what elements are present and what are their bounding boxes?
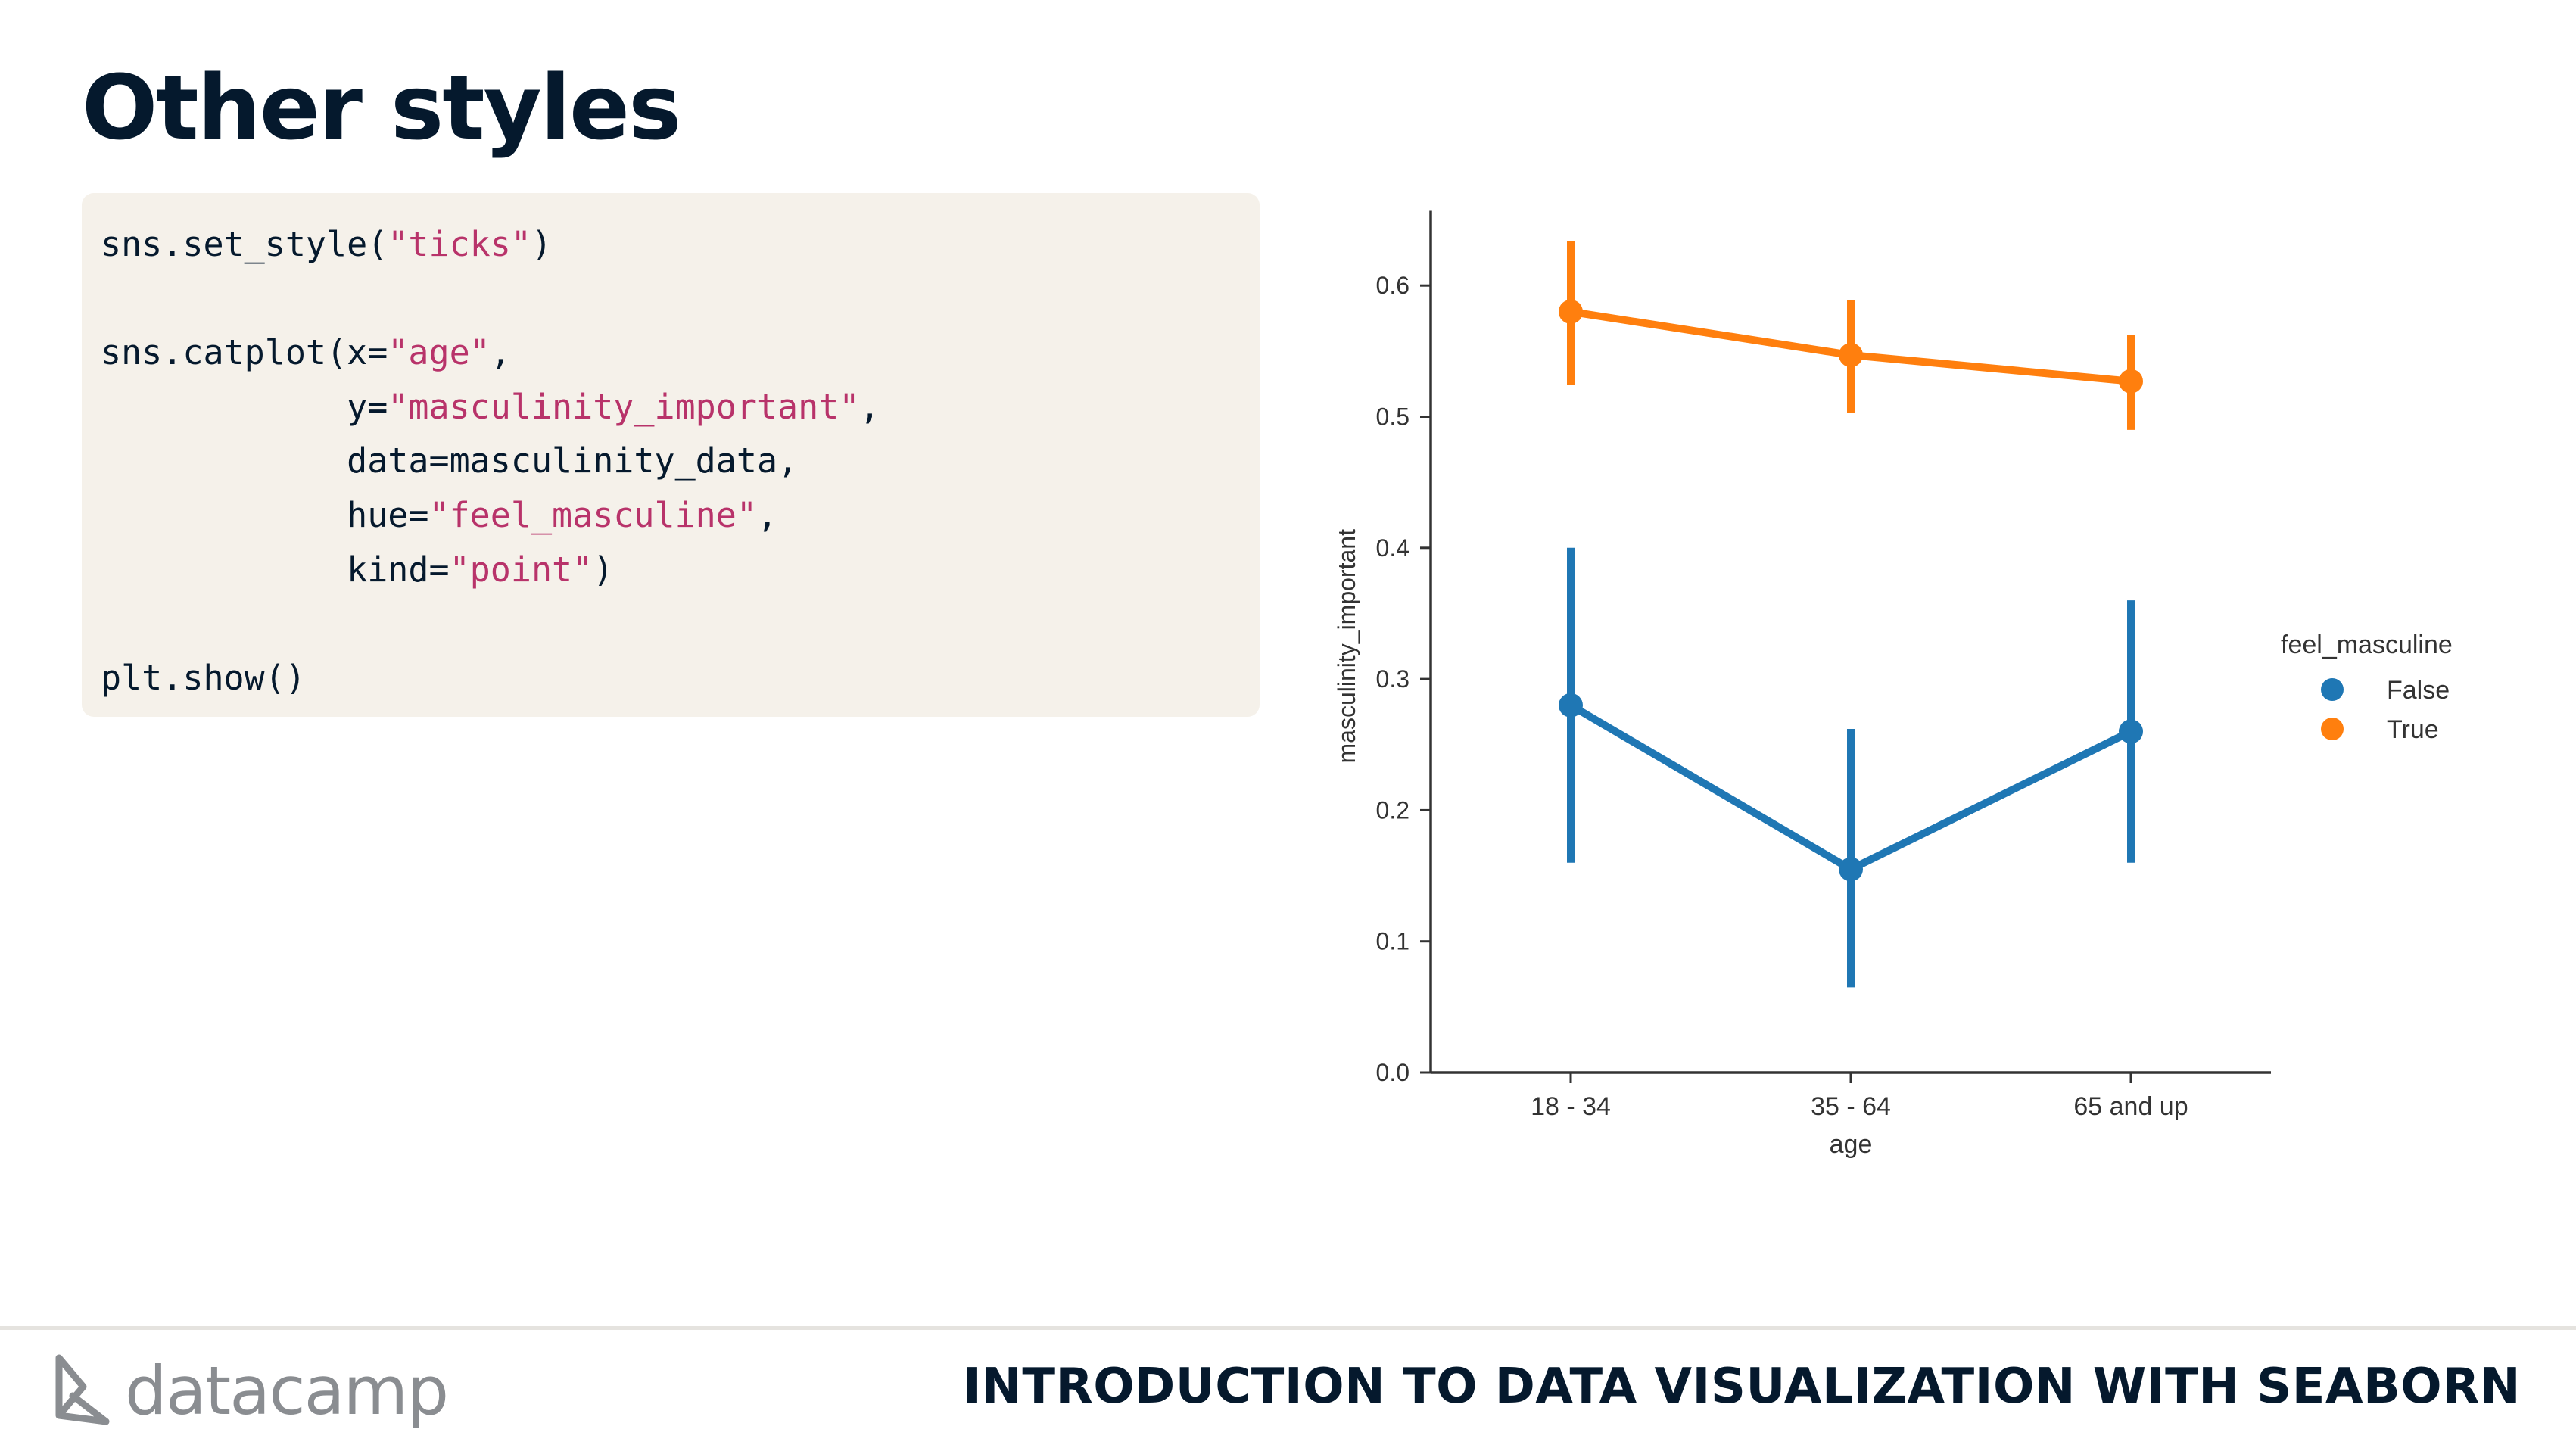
legend-title: feel_masculine	[2281, 631, 2453, 659]
y-tick-label: 0.5	[1376, 403, 1409, 431]
x-tick-label: 35 - 64	[1811, 1092, 1891, 1121]
code-block: sns.set_style("ticks") sns.catplot(x="age…	[82, 193, 1260, 717]
code-token: kind=	[101, 549, 450, 590]
code-string-token: "masculinity_important"	[388, 386, 860, 427]
data-point	[2119, 369, 2143, 394]
code-token: )	[593, 549, 614, 590]
data-point	[1839, 857, 1863, 882]
code-line	[101, 272, 880, 326]
code-token: plt.show()	[101, 657, 306, 698]
point-plot: 0.0 0.1 0.2 0.3 0.4 0.5 0.6 18 - 34 35 - 64 65 an…	[1333, 210, 2453, 1159]
code-string-token: "age"	[388, 332, 491, 373]
y-tick-label: 0.4	[1376, 534, 1409, 562]
y-tick-label: 0.6	[1376, 272, 1409, 299]
data-point	[2119, 719, 2143, 744]
code-string-token: "feel_masculine"	[428, 494, 757, 535]
y-tick-label: 0.3	[1376, 665, 1409, 693]
code-listing: sns.set_style("ticks") sns.catplot(x="age…	[101, 217, 880, 705]
course-title: INTRODUCTION TO DATA VISUALIZATION WITH …	[962, 1359, 2521, 1415]
code-token: sns.catplot(x=	[101, 332, 388, 373]
data-point	[1559, 693, 1583, 718]
code-string-token: "ticks"	[388, 224, 531, 264]
code-token: sns.set_style(	[101, 224, 388, 264]
code-line: hue="feel_masculine",	[101, 488, 880, 543]
legend-marker	[2321, 678, 2344, 701]
legend-label: True	[2387, 715, 2439, 744]
code-token: data=masculinity_data,	[101, 441, 799, 481]
data-point	[1559, 299, 1583, 324]
code-line: kind="point")	[101, 543, 880, 597]
data-point	[1839, 343, 1863, 368]
code-line	[101, 596, 880, 651]
code-token: ,	[859, 386, 880, 427]
code-line: sns.catplot(x="age",	[101, 325, 880, 380]
x-axis-label: age	[1830, 1130, 1873, 1159]
x-tick-label: 18 - 34	[1531, 1092, 1611, 1121]
y-tick-label: 0.2	[1376, 796, 1409, 824]
code-line: y="masculinity_important",	[101, 380, 880, 434]
legend-marker	[2321, 718, 2344, 740]
code-token: hue=	[101, 494, 429, 535]
legend-label: False	[2387, 676, 2450, 705]
code-line: sns.set_style("ticks")	[101, 217, 880, 272]
y-tick-label: 0.0	[1376, 1059, 1409, 1086]
code-line: plt.show()	[101, 651, 880, 705]
code-line: data=masculinity_data,	[101, 434, 880, 488]
code-token: )	[531, 224, 553, 264]
code-token: y=	[101, 386, 388, 427]
code-token: ,	[490, 332, 511, 373]
x-tick-label: 65 and up	[2073, 1092, 2188, 1121]
datacamp-logo-icon	[55, 1354, 110, 1425]
y-axis-label: masculinity_important	[1333, 529, 1360, 764]
footer-divider	[0, 1326, 2576, 1330]
slide-title: Other styles	[82, 55, 681, 160]
code-token: ,	[756, 494, 778, 535]
y-tick-label: 0.1	[1376, 928, 1409, 955]
logo-wordmark: datacamp	[125, 1352, 449, 1430]
code-string-token: "point"	[449, 549, 593, 590]
